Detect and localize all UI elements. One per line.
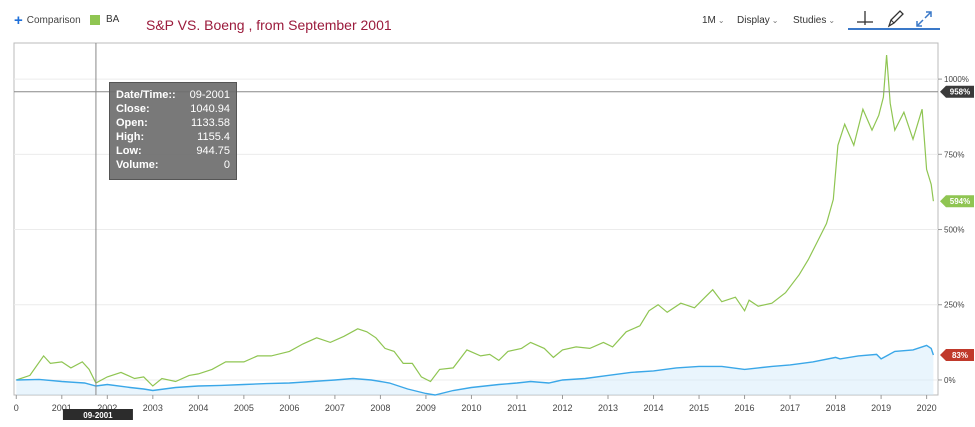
series-layer: [16, 54, 935, 396]
toolbar-divider: [848, 28, 940, 30]
x-tick-label: 2014: [644, 403, 664, 413]
tooltip-value: 944.75: [196, 145, 230, 157]
x-tick-label: 2016: [735, 403, 755, 413]
studies-label: Studies: [793, 15, 827, 26]
y-tick-label: 250%: [944, 301, 964, 310]
chevron-down-icon: ⌄: [828, 16, 836, 25]
series-line-sp: [16, 344, 935, 396]
chart-toolbar: + Comparison BA S&P VS. Boeng , from Sep…: [0, 0, 975, 40]
legend-swatch: [90, 14, 100, 25]
y-axis: 0% 250% 500% 750% 1000%: [938, 75, 969, 385]
x-tick-label: 2004: [188, 403, 208, 413]
x-tick-label: 2009: [416, 403, 436, 413]
tooltip-value: 09-2001: [189, 89, 230, 101]
x-tick-label: 2001: [52, 403, 72, 413]
comparison-label: Comparison: [26, 15, 81, 26]
display-label: Display: [737, 15, 770, 26]
tooltip-row: Date/Time:: 09-2001: [116, 89, 230, 103]
tooltip-key: Low:: [116, 145, 142, 157]
ba-end-flag: [940, 195, 974, 208]
interval-dropdown[interactable]: 1M ⌄: [702, 15, 725, 26]
tooltip-row: Low: 944.75: [116, 145, 230, 159]
x-tick-label: 2013: [598, 403, 618, 413]
x-tick-label: 2002: [97, 403, 117, 413]
x-tick-label: 2015: [689, 403, 709, 413]
end-labels: 958% 594% 83%: [940, 85, 974, 361]
x-tick-label: 2018: [826, 403, 846, 413]
x-tick-label: 0: [14, 403, 19, 413]
tooltip-key: Date/Time::: [116, 89, 176, 101]
plus-icon: +: [14, 11, 23, 29]
y-tick-label: 1000%: [944, 75, 969, 84]
pencil-icon[interactable]: [883, 8, 907, 30]
expand-icon[interactable]: [912, 8, 936, 30]
x-tick-label: 2010: [461, 403, 481, 413]
y-tick-label: 750%: [944, 150, 964, 159]
tooltip-row: Volume: 0: [116, 159, 230, 173]
x-tick-label: 2008: [370, 403, 390, 413]
tooltip-value: 1133.58: [191, 117, 230, 129]
tooltip-value: 1040.94: [190, 103, 230, 115]
data-tooltip: Date/Time:: 09-2001 Close: 1040.94 Open:…: [109, 82, 237, 180]
x-tick-label: 2005: [234, 403, 254, 413]
series-line-ba: [16, 54, 934, 387]
crosshair-y-flag: [940, 85, 974, 98]
crosshair-x-flag: [62, 409, 133, 420]
chevron-down-icon: ⌄: [717, 16, 725, 25]
ba-end-label: 594%: [950, 197, 970, 206]
x-tick-label: 2017: [780, 403, 800, 413]
interval-label: 1M: [702, 15, 716, 26]
x-tick-label: 2006: [279, 403, 299, 413]
studies-dropdown[interactable]: Studies ⌄: [793, 15, 835, 26]
tooltip-value: 1155.4: [197, 131, 230, 143]
x-tick-label: 2007: [325, 403, 345, 413]
tooltip-value: 0: [223, 159, 230, 171]
y-tick-label: 0%: [944, 376, 956, 385]
legend-item-ba[interactable]: BA: [90, 14, 119, 25]
comparison-button[interactable]: + Comparison: [14, 11, 81, 29]
x-tick-label: 2012: [552, 403, 572, 413]
sp-end-flag: [940, 348, 974, 361]
tooltip-row: High: 1155.4: [116, 131, 230, 145]
x-tick-label: 2003: [143, 403, 163, 413]
series-area-sp: [16, 345, 934, 395]
tooltip-key: High:: [116, 131, 145, 143]
y-tick-label: 500%: [944, 226, 964, 235]
plot-frame: [13, 42, 939, 396]
display-dropdown[interactable]: Display ⌄: [737, 15, 779, 26]
crosshair-icon[interactable]: [853, 8, 877, 30]
x-axis: 0 2001 2002 2003 2004 2005 2006 2007 2008 2009 201…: [14, 395, 937, 413]
crosshair-x-label: 09-2001: [83, 411, 113, 420]
x-tick-label: 2011: [507, 403, 526, 413]
x-tick-label: 2019: [871, 403, 891, 413]
chevron-down-icon: ⌄: [771, 16, 779, 25]
x-tick-label: 2020: [917, 403, 937, 413]
crosshair-y-label: 958%: [950, 88, 970, 97]
legend-label: BA: [106, 14, 120, 25]
tooltip-key: Volume:: [116, 159, 159, 171]
tooltip-row: Close: 1040.94: [116, 103, 230, 117]
chart-title: S&P VS. Boeng , from September 2001: [146, 17, 392, 33]
sp-end-label: 83%: [952, 351, 968, 360]
tooltip-row: Open: 1133.58: [116, 117, 230, 131]
tooltip-key: Close:: [116, 103, 150, 115]
tooltip-key: Open:: [116, 117, 148, 129]
